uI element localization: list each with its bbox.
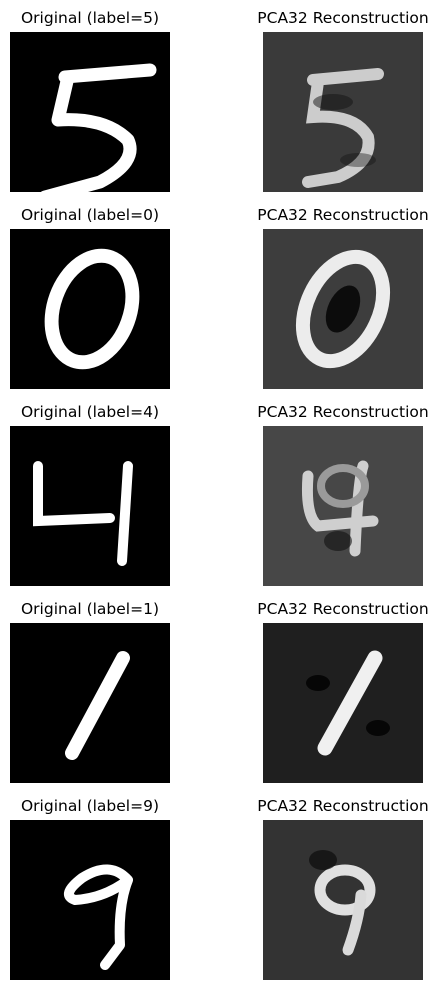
reconstruction-digit-5-image	[263, 32, 423, 192]
original-digit-0-image	[10, 229, 170, 389]
original-title-3: Original (label=1)	[20, 600, 159, 618]
reconstruction-digit-1-image	[263, 623, 423, 783]
reconstruction-digit-9-image	[263, 820, 423, 980]
reconstruction-title-3: PCA32 Reconstruction	[257, 600, 429, 618]
original-title-0: Original (label=5)	[20, 9, 159, 27]
reconstruction-title-4: PCA32 Reconstruction	[257, 797, 429, 815]
original-title-1: Original (label=0)	[20, 206, 159, 224]
original-digit-1-image	[10, 623, 170, 783]
reconstruction-title-2: PCA32 Reconstruction	[257, 403, 429, 421]
original-title-2: Original (label=4)	[20, 403, 159, 421]
original-title-4: Original (label=9)	[20, 797, 159, 815]
original-digit-9-image	[10, 820, 170, 980]
reconstruction-title-0: PCA32 Reconstruction	[257, 9, 429, 27]
reconstruction-digit-4-image	[263, 426, 423, 586]
original-digit-4-image	[10, 426, 170, 586]
reconstruction-title-1: PCA32 Reconstruction	[257, 206, 429, 224]
original-digit-5-image	[10, 32, 170, 192]
reconstruction-digit-0-image	[263, 229, 423, 389]
